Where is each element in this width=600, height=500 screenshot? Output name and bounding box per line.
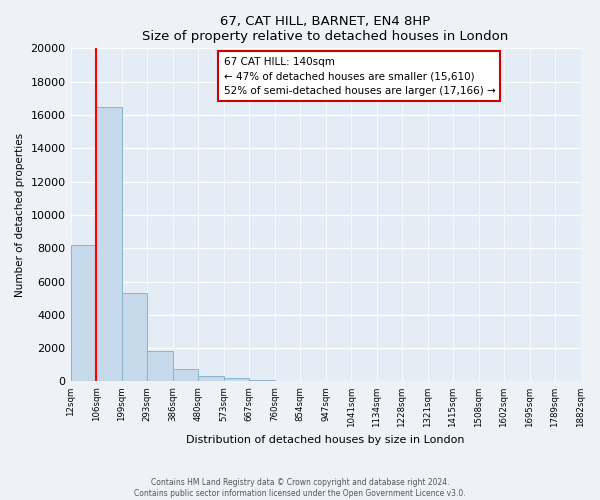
Title: 67, CAT HILL, BARNET, EN4 8HP
Size of property relative to detached houses in Lo: 67, CAT HILL, BARNET, EN4 8HP Size of pr…	[142, 15, 509, 43]
Text: 67 CAT HILL: 140sqm
← 47% of detached houses are smaller (15,610)
52% of semi-de: 67 CAT HILL: 140sqm ← 47% of detached ho…	[224, 56, 495, 96]
Text: Contains HM Land Registry data © Crown copyright and database right 2024.
Contai: Contains HM Land Registry data © Crown c…	[134, 478, 466, 498]
Bar	[96, 106, 122, 382]
Bar	[224, 378, 249, 382]
Bar	[249, 380, 275, 382]
Bar	[147, 352, 173, 382]
Bar	[173, 369, 198, 382]
X-axis label: Distribution of detached houses by size in London: Distribution of detached houses by size …	[186, 435, 465, 445]
Bar	[71, 245, 96, 382]
Y-axis label: Number of detached properties: Number of detached properties	[15, 133, 25, 297]
Bar	[122, 293, 147, 382]
Bar	[198, 376, 224, 382]
